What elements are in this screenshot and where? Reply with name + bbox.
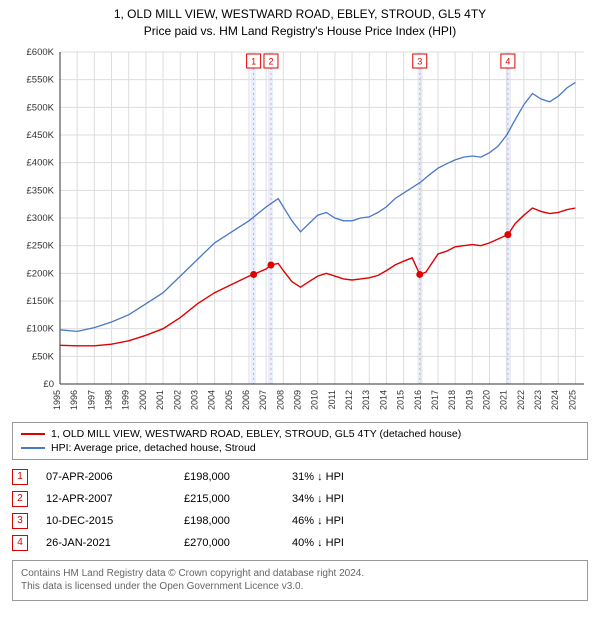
title-address: 1, OLD MILL VIEW, WESTWARD ROAD, EBLEY, …	[8, 6, 592, 23]
svg-text:1996: 1996	[69, 390, 79, 410]
sale-date: 12-APR-2007	[46, 493, 166, 505]
svg-text:£250K: £250K	[27, 240, 55, 251]
footer-line: This data is licensed under the Open Gov…	[21, 580, 579, 594]
svg-text:£400K: £400K	[27, 157, 55, 168]
line-chart-svg: £0 £50K £100K £150K £200K £250K £300K £350K £400…	[8, 44, 592, 414]
svg-text:2001: 2001	[155, 390, 165, 410]
sale-date: 26-JAN-2021	[46, 537, 166, 549]
svg-text:2016: 2016	[413, 390, 423, 410]
title-subtitle: Price paid vs. HM Land Registry's House …	[8, 23, 592, 40]
svg-text:1998: 1998	[104, 390, 114, 410]
sale-price: £198,000	[184, 471, 274, 483]
svg-text:2017: 2017	[430, 390, 440, 410]
svg-text:£500K: £500K	[27, 102, 55, 113]
svg-text:2007: 2007	[258, 390, 268, 410]
svg-text:2015: 2015	[396, 390, 406, 410]
svg-text:£550K: £550K	[27, 74, 55, 85]
chart-container: 1, OLD MILL VIEW, WESTWARD ROAD, EBLEY, …	[0, 0, 600, 607]
sales-row: 3 10-DEC-2015 £198,000 46% ↓ HPI	[12, 510, 588, 532]
svg-text:2013: 2013	[361, 390, 371, 410]
legend-item: HPI: Average price, detached house, Stro…	[21, 441, 579, 455]
legend-label: HPI: Average price, detached house, Stro…	[51, 442, 256, 454]
svg-text:2022: 2022	[516, 390, 526, 410]
sale-price: £198,000	[184, 515, 274, 527]
svg-text:2021: 2021	[499, 390, 509, 410]
svg-text:2006: 2006	[241, 390, 251, 410]
svg-text:1995: 1995	[52, 390, 62, 410]
footer-attribution: Contains HM Land Registry data © Crown c…	[12, 560, 588, 601]
sales-row: 1 07-APR-2006 £198,000 31% ↓ HPI	[12, 466, 588, 488]
svg-text:£600K: £600K	[27, 47, 55, 58]
sale-marker-icon: 2	[12, 491, 28, 507]
svg-text:2018: 2018	[447, 390, 457, 410]
title-block: 1, OLD MILL VIEW, WESTWARD ROAD, EBLEY, …	[8, 6, 592, 40]
svg-text:2008: 2008	[275, 390, 285, 410]
svg-text:2012: 2012	[344, 390, 354, 410]
footer-line: Contains HM Land Registry data © Crown c…	[21, 567, 579, 581]
svg-text:1997: 1997	[86, 390, 96, 410]
sale-hpi-diff: 34% ↓ HPI	[292, 493, 392, 505]
svg-text:1: 1	[251, 56, 256, 66]
svg-text:2011: 2011	[327, 390, 337, 409]
sale-hpi-diff: 46% ↓ HPI	[292, 515, 392, 527]
sale-marker-icon: 3	[12, 513, 28, 529]
svg-text:2014: 2014	[378, 390, 388, 410]
svg-text:2: 2	[268, 56, 273, 66]
sales-row: 4 26-JAN-2021 £270,000 40% ↓ HPI	[12, 532, 588, 554]
legend-label: 1, OLD MILL VIEW, WESTWARD ROAD, EBLEY, …	[51, 428, 461, 440]
sales-row: 2 12-APR-2007 £215,000 34% ↓ HPI	[12, 488, 588, 510]
legend-swatch	[21, 447, 45, 449]
svg-text:2005: 2005	[224, 390, 234, 410]
legend-swatch	[21, 433, 45, 435]
sale-hpi-diff: 40% ↓ HPI	[292, 537, 392, 549]
svg-text:£300K: £300K	[27, 213, 55, 224]
svg-text:£100K: £100K	[27, 323, 55, 334]
svg-text:2004: 2004	[207, 390, 217, 410]
svg-text:2003: 2003	[189, 390, 199, 410]
svg-text:2023: 2023	[533, 390, 543, 410]
svg-text:2000: 2000	[138, 390, 148, 410]
svg-text:2025: 2025	[567, 390, 577, 410]
svg-text:2009: 2009	[293, 390, 303, 410]
svg-text:1999: 1999	[121, 390, 131, 410]
svg-text:3: 3	[417, 56, 422, 66]
svg-text:2019: 2019	[464, 390, 474, 410]
svg-text:£50K: £50K	[32, 351, 55, 362]
legend-item: 1, OLD MILL VIEW, WESTWARD ROAD, EBLEY, …	[21, 427, 579, 441]
svg-text:£0: £0	[43, 379, 54, 390]
svg-text:2020: 2020	[482, 390, 492, 410]
svg-text:2002: 2002	[172, 390, 182, 410]
legend: 1, OLD MILL VIEW, WESTWARD ROAD, EBLEY, …	[12, 422, 588, 460]
svg-text:£450K: £450K	[27, 130, 55, 141]
svg-text:£150K: £150K	[27, 296, 55, 307]
sale-hpi-diff: 31% ↓ HPI	[292, 471, 392, 483]
sale-marker-icon: 1	[12, 469, 28, 485]
sale-price: £215,000	[184, 493, 274, 505]
sale-date: 07-APR-2006	[46, 471, 166, 483]
sale-date: 10-DEC-2015	[46, 515, 166, 527]
svg-text:4: 4	[505, 56, 510, 66]
svg-text:£200K: £200K	[27, 268, 55, 279]
svg-text:2010: 2010	[310, 390, 320, 410]
sale-marker-icon: 4	[12, 535, 28, 551]
chart-area: £0 £50K £100K £150K £200K £250K £300K £350K £400…	[8, 44, 592, 414]
svg-text:£350K: £350K	[27, 185, 55, 196]
svg-text:2024: 2024	[550, 390, 560, 410]
sales-table: 1 07-APR-2006 £198,000 31% ↓ HPI 2 12-AP…	[12, 466, 588, 554]
sale-price: £270,000	[184, 537, 274, 549]
